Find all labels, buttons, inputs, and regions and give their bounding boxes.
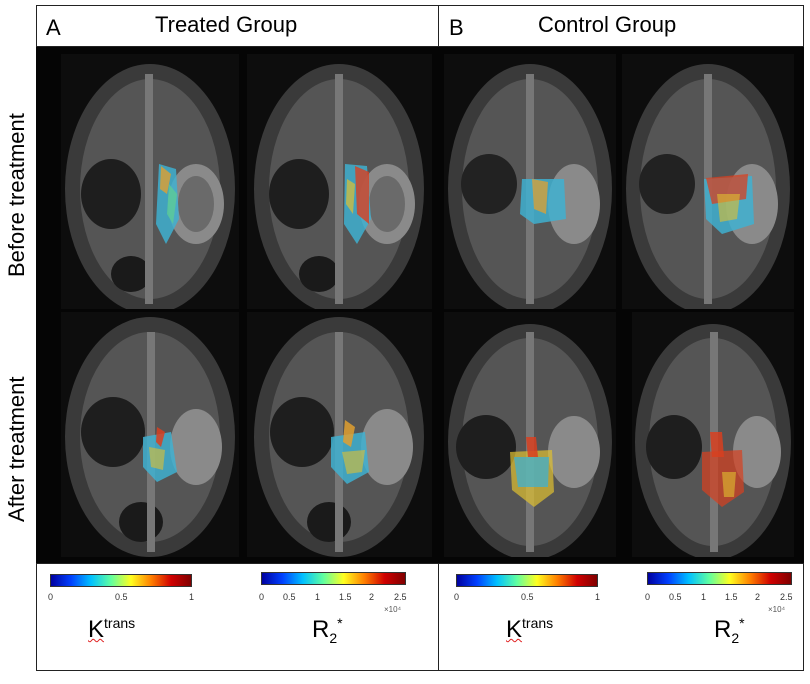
mri-image-grid	[36, 47, 804, 563]
ktrans-superscript: trans	[104, 615, 136, 631]
tick-label: 2.5	[780, 592, 793, 602]
panel-letter-a: A	[46, 15, 61, 40]
r2-subscript: 2	[731, 629, 740, 646]
tick-label: 1	[701, 592, 707, 602]
mri-treated-before-ktrans	[61, 54, 239, 309]
colorbar-r2-control	[647, 572, 792, 585]
tick-label: 0.5	[521, 592, 534, 602]
r2-label-treated: R2*	[312, 615, 343, 646]
row-label-before: Before treatment	[4, 113, 29, 277]
footer-divider	[36, 563, 804, 564]
tick-label: 1.5	[725, 592, 738, 602]
r2-symbol: R	[714, 616, 732, 643]
r2-symbol: R	[312, 616, 330, 643]
tick-label: 0.5	[115, 592, 128, 602]
tick-label: 1	[189, 592, 195, 602]
mri-treated-after-r2	[247, 312, 432, 557]
mri-control-after-r2	[632, 312, 794, 557]
panel-letter-b: B	[449, 15, 464, 40]
r2-superscript: *	[337, 615, 343, 631]
colorbar-ktrans-treated	[50, 574, 192, 587]
r2-label-control: R2*	[714, 615, 745, 646]
tick-label: 1.5	[339, 592, 352, 602]
panel-title-treated: Treated Group	[155, 12, 298, 37]
ktrans-label-treated: Ktrans	[88, 615, 135, 644]
panel-title-control: Control Group	[538, 12, 677, 37]
mri-treated-before-r2	[247, 54, 432, 309]
ktrans-symbol: K	[506, 616, 523, 643]
tick-label: 0	[645, 592, 651, 602]
r2-superscript: *	[739, 615, 745, 631]
ktrans-superscript: trans	[522, 615, 554, 631]
header-divider	[36, 46, 804, 47]
r2-subscript: 2	[329, 629, 338, 646]
mri-control-before-r2	[622, 54, 794, 309]
tick-label: 0	[48, 592, 54, 602]
mri-treated-after-ktrans	[61, 312, 239, 557]
colorbar-ktrans-control	[456, 574, 598, 587]
ktrans-label-control: Ktrans	[506, 615, 553, 644]
tick-label: 2.5	[394, 592, 407, 602]
row-label-after: After treatment	[4, 376, 29, 522]
exponent-label: ×10⁴	[768, 605, 786, 614]
tick-label: 0	[454, 592, 460, 602]
mri-control-after-ktrans	[444, 312, 616, 557]
tick-label: 1	[595, 592, 601, 602]
tick-label: 0	[259, 592, 265, 602]
mri-control-before-ktrans	[444, 54, 616, 309]
tick-label: 0.5	[283, 592, 296, 602]
tick-label: 2	[755, 592, 761, 602]
ktrans-symbol: K	[88, 616, 105, 643]
tick-label: 2	[369, 592, 375, 602]
exponent-label: ×10⁴	[384, 605, 402, 614]
tick-label: 1	[315, 592, 321, 602]
tick-label: 0.5	[669, 592, 682, 602]
colorbar-r2-treated	[261, 572, 406, 585]
